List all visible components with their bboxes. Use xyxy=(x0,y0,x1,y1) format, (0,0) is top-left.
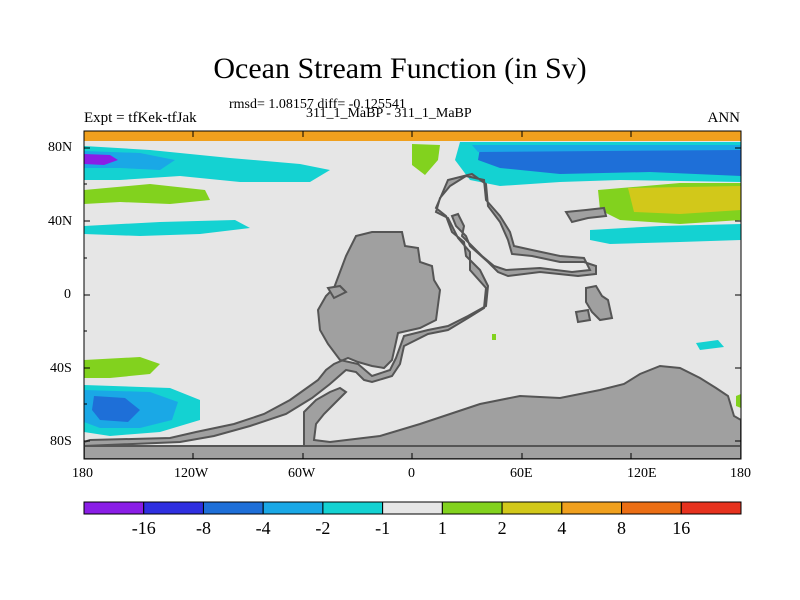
experiment-label: Expt = tfKek-tfJak xyxy=(84,110,197,126)
colorbar-swatch xyxy=(83,501,145,515)
colorbar-label: -1 xyxy=(375,518,391,538)
colorbar-swatch xyxy=(621,501,682,515)
south-pacific-green xyxy=(84,357,160,378)
colorbar-label: 2 xyxy=(497,518,507,538)
lon-tick-label: 60E xyxy=(510,466,533,481)
north-east-mid xyxy=(472,145,741,152)
lon-tick-label: 180 xyxy=(72,466,93,481)
colorbar-swatch xyxy=(441,501,503,515)
season-label: ANN xyxy=(707,110,741,126)
south-pacific-blue xyxy=(92,396,140,422)
map-plot xyxy=(84,131,741,459)
colorbar-label: -8 xyxy=(195,518,211,538)
lon-tick-label: 120W xyxy=(174,466,209,481)
north-atlantic-green xyxy=(412,144,440,175)
colorbar-swatch xyxy=(262,501,324,515)
east-island-small xyxy=(585,284,614,322)
mid-pacific-cyan xyxy=(84,220,250,236)
colorbar-label: 4 xyxy=(557,518,567,538)
colorbar-label: 1 xyxy=(437,518,447,538)
north-east-blue xyxy=(478,148,741,176)
colorbar-swatch xyxy=(382,501,443,515)
south-green-dot xyxy=(492,334,496,340)
colorbar-swatch xyxy=(322,501,384,515)
colorbar-label: 16 xyxy=(672,518,691,538)
lon-tick-label: 120E xyxy=(627,466,657,481)
lat-tick-label: 40S xyxy=(50,361,72,376)
east-island-tiny xyxy=(574,308,592,324)
colorbar-swatch xyxy=(501,501,563,515)
colorbar xyxy=(83,501,742,515)
east-island-north xyxy=(564,206,608,224)
colorbar-label: 8 xyxy=(617,518,627,538)
north-pacific-deep xyxy=(84,154,118,165)
lat-ticks xyxy=(84,147,741,442)
colorbar-label: -2 xyxy=(315,518,331,538)
colorbar-swatch xyxy=(561,501,623,515)
lon-tick-label: 0 xyxy=(408,466,415,481)
colorbar-swatch xyxy=(202,501,264,515)
colorbar-swatch xyxy=(143,501,204,515)
southeast-green xyxy=(736,394,741,408)
lat-tick-label: 0 xyxy=(64,287,71,302)
colorbar-label: -4 xyxy=(255,518,271,538)
lat-tick-label: 40N xyxy=(48,214,73,229)
lon-tick-label: 180 xyxy=(730,466,751,481)
antarctic-strip xyxy=(84,445,741,459)
mid-pacific-green xyxy=(84,184,210,204)
small-island xyxy=(326,284,348,300)
lon-ticks xyxy=(83,131,742,459)
colorbar-label: -16 xyxy=(131,518,156,538)
lat-tick-label: 80N xyxy=(48,140,73,155)
east-cyan-patch xyxy=(590,224,741,244)
east-yellow-patch xyxy=(628,186,741,214)
land-masses xyxy=(84,172,741,459)
lon-tick-label: 60W xyxy=(288,466,316,481)
southeast-cyan xyxy=(696,340,724,350)
map-title: Ocean Stream Function (in Sv) xyxy=(213,52,587,85)
map-subtitle: 311_1_MaBP - 311_1_MaBP xyxy=(306,106,472,121)
southern-continent xyxy=(303,364,741,452)
stats-line: rmsd= 1.08157 diff= -0.125541 xyxy=(229,97,406,112)
colorbar-swatch xyxy=(680,501,742,515)
lat-tick-label: 80S xyxy=(50,434,72,449)
western-continent xyxy=(84,172,597,448)
